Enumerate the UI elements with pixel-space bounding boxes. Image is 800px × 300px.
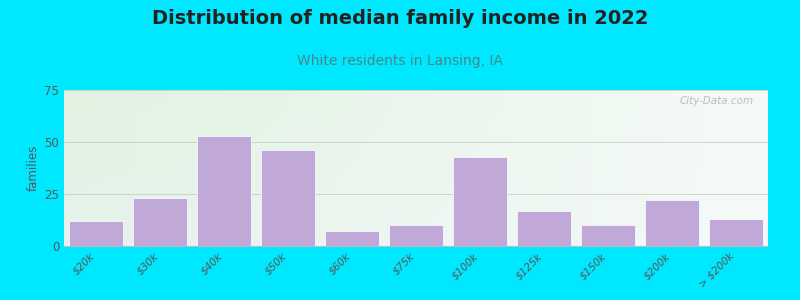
Bar — [197, 136, 251, 246]
Bar — [453, 157, 507, 246]
Text: White residents in Lansing, IA: White residents in Lansing, IA — [297, 54, 503, 68]
Bar — [69, 221, 123, 246]
Y-axis label: families: families — [27, 145, 40, 191]
Bar — [261, 150, 315, 246]
Text: Distribution of median family income in 2022: Distribution of median family income in … — [152, 9, 648, 28]
Bar — [709, 219, 763, 246]
Bar — [645, 200, 699, 246]
Bar — [325, 231, 379, 246]
Bar — [133, 198, 187, 246]
Text: City-Data.com: City-Data.com — [680, 96, 754, 106]
Bar — [581, 225, 635, 246]
Bar — [389, 225, 443, 246]
Bar — [517, 211, 571, 246]
